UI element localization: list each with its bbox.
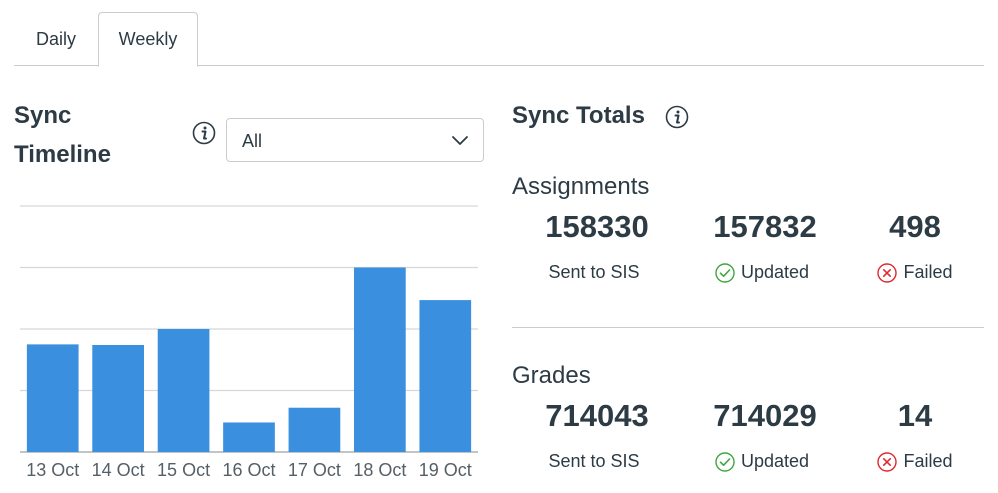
grades-failed-count: 14 [897, 398, 933, 433]
chart-bar[interactable] [354, 267, 406, 453]
x-circle-icon [877, 451, 898, 472]
chart-x-tick-label: 16 Oct [222, 460, 275, 480]
timeline-filter-value: All [242, 131, 263, 151]
assignments-failed-label: Failed [825, 262, 998, 283]
chart-x-tick-label: 15 Oct [157, 460, 210, 480]
chart-x-tick-label: 19 Oct [419, 460, 472, 480]
tab-bar: Daily Weekly [14, 0, 984, 67]
timeline-filter-select[interactable]: All [226, 118, 484, 162]
chart-x-tick-label: 13 Oct [26, 460, 79, 480]
grades-updated-label: Updated [672, 451, 852, 472]
chart-bar[interactable] [157, 329, 210, 452]
tab-daily[interactable]: Daily [35, 29, 76, 49]
check-circle-icon [715, 451, 735, 472]
failed-label-text: Failed [903, 451, 953, 471]
chevron-down-icon [451, 132, 469, 155]
info-icon[interactable] [665, 105, 689, 129]
chart-x-tick-label: 18 Oct [353, 460, 406, 480]
totals-divider [512, 327, 984, 328]
grades-failed-label: Failed [825, 451, 998, 472]
assignments-failed-count: 498 [889, 209, 941, 244]
failed-label-text: Failed [903, 262, 953, 282]
assignments-updated-label: Updated [672, 262, 852, 283]
assignments-sent-label: Sent to SIS [504, 262, 684, 283]
info-icon[interactable] [192, 121, 216, 145]
chart-x-tick-label: 14 Oct [92, 460, 145, 480]
sent-label-text: Sent to SIS [548, 262, 640, 282]
sync-totals-title: Sync Totals [512, 102, 645, 129]
assignments-updated-count: 157832 [713, 209, 817, 244]
sync-timeline-chart: 13 Oct 14 Oct 15 Oct 16 Oct 17 Oct 18 Oct 19 O… [20, 205, 478, 480]
grades-updated-count: 714029 [713, 398, 817, 433]
chart-bar[interactable] [223, 422, 275, 452]
sent-label-text: Sent to SIS [548, 451, 640, 471]
chart-bar[interactable] [419, 300, 472, 452]
sync-timeline-title-line2: Timeline [14, 141, 111, 168]
sync-timeline-title-line1: Sync [14, 102, 72, 129]
grades-section-title: Grades [512, 362, 591, 389]
tab-weekly[interactable]: Weekly [98, 12, 198, 67]
chart-bar[interactable] [288, 407, 341, 452]
chart-x-tick-label: 17 Oct [288, 460, 341, 480]
x-circle-icon [877, 262, 898, 283]
chart-bar[interactable] [26, 344, 79, 452]
updated-label-text: Updated [740, 262, 810, 282]
grades-sent-label: Sent to SIS [504, 451, 684, 472]
assignments-sent-count: 158330 [545, 209, 649, 244]
check-circle-icon [715, 262, 735, 283]
updated-label-text: Updated [740, 451, 810, 471]
chart-bar[interactable] [92, 344, 144, 452]
sync-timeline-title: Sync Timeline [14, 96, 134, 174]
assignments-section-title: Assignments [512, 173, 650, 200]
grades-sent-count: 714043 [545, 398, 649, 433]
